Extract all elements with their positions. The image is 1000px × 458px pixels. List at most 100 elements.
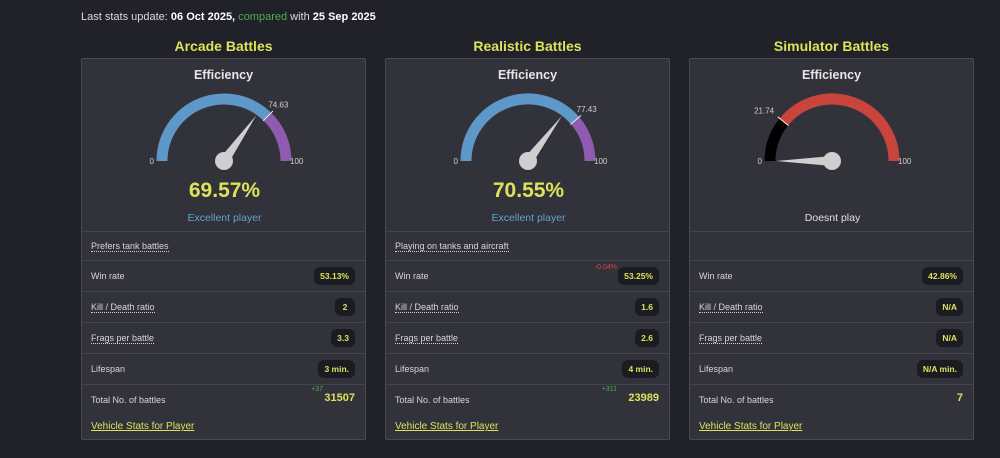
stats-card: Efficiency 0 100 21.74 Doesnt play Win r… bbox=[689, 58, 974, 440]
vehicle-stats-link[interactable]: Vehicle Stats for Player bbox=[91, 421, 195, 432]
gauge-threshold-label: 21.74 bbox=[754, 107, 775, 116]
threshold-tick bbox=[262, 110, 274, 122]
compared-text: compared bbox=[238, 11, 288, 23]
stats-rows: Prefers tank battles Win rate 53.13% Kil… bbox=[82, 231, 365, 415]
lifespan-badge: 4 min. bbox=[622, 360, 659, 378]
total-battles-label: Total No. of battles bbox=[91, 395, 166, 405]
kd-row: Kill / Death ratio 1.6 bbox=[386, 291, 669, 322]
kd-label[interactable]: Kill / Death ratio bbox=[699, 302, 763, 313]
win-rate-badge: 42.86% bbox=[922, 267, 963, 285]
win-rate-delta: -0.04% bbox=[594, 264, 617, 271]
gauge-needle bbox=[776, 156, 832, 166]
gauge-arc-main bbox=[779, 93, 900, 162]
frags-row: Frags per battle 2.6 bbox=[386, 322, 669, 353]
win-rate-row: Win rate 42.86% bbox=[690, 260, 973, 291]
efficiency-description: Excellent player bbox=[187, 212, 262, 224]
prefers-row: Playing on tanks and aircraft bbox=[386, 231, 669, 260]
kd-badge: N/A bbox=[936, 298, 963, 316]
gauge-arc-threshold bbox=[570, 117, 596, 162]
lifespan-label: Lifespan bbox=[699, 364, 734, 374]
gauge-hub bbox=[823, 152, 841, 170]
realistic-panel: Realistic Battles Efficiency 0 100 77.43… bbox=[385, 36, 670, 440]
win-rate-label: Win rate bbox=[395, 271, 429, 281]
lifespan-badge: 3 min. bbox=[318, 360, 355, 378]
last-update-line: Last stats update: 06 Oct 2025, compared… bbox=[81, 11, 376, 23]
total-battles-label: Total No. of battles bbox=[395, 395, 470, 405]
gauge-arc-main bbox=[156, 93, 272, 162]
mode-title: Realistic Battles bbox=[473, 38, 582, 54]
arcade-panel: Arcade Battles Efficiency 0 100 74.63 69… bbox=[81, 36, 366, 440]
efficiency-description: Excellent player bbox=[491, 212, 566, 224]
prefers-label[interactable]: Prefers tank battles bbox=[91, 241, 169, 252]
frags-badge: 3.3 bbox=[331, 329, 355, 347]
gauge-min-label: 0 bbox=[454, 157, 459, 166]
vehicle-stats-link[interactable]: Vehicle Stats for Player bbox=[395, 421, 499, 432]
gauge-needle bbox=[524, 116, 562, 164]
stats-rows: Win rate 42.86% Kill / Death ratio N/A F… bbox=[690, 231, 973, 415]
mode-title: Simulator Battles bbox=[773, 38, 890, 54]
gauge-needle bbox=[219, 115, 257, 164]
update-prefix: Last stats update: bbox=[81, 11, 168, 23]
frags-label[interactable]: Frags per battle bbox=[395, 333, 459, 344]
gauge-max-label: 100 bbox=[290, 157, 304, 166]
frags-label[interactable]: Frags per battle bbox=[699, 333, 763, 344]
gauge-arc-threshold bbox=[764, 118, 789, 162]
frags-badge: N/A bbox=[936, 329, 963, 347]
total-battles-row: Total No. of battles 7 bbox=[690, 384, 973, 415]
gauge-hub bbox=[215, 152, 233, 170]
total-battles-delta: +37 bbox=[311, 386, 323, 393]
prefers-label[interactable]: Playing on tanks and aircraft bbox=[395, 241, 509, 252]
gauge-arc-main bbox=[460, 93, 580, 162]
lifespan-row: Lifespan 3 min. bbox=[82, 353, 365, 384]
efficiency-value: 69.57% bbox=[188, 179, 261, 202]
threshold-tick bbox=[570, 115, 582, 125]
stats-card: Efficiency 0 100 74.63 69.57% Excellent … bbox=[81, 58, 366, 440]
lifespan-badge: N/A min. bbox=[916, 360, 963, 378]
efficiency-value: 70.55% bbox=[492, 179, 565, 202]
kd-badge: 1.6 bbox=[635, 298, 659, 316]
win-rate-label: Win rate bbox=[91, 271, 125, 281]
gauge-threshold-label: 77.43 bbox=[577, 105, 598, 114]
mode-title: Arcade Battles bbox=[174, 38, 273, 54]
gauge-arc-threshold bbox=[263, 112, 292, 162]
gauge-min-label: 0 bbox=[758, 157, 763, 166]
efficiency-gauge: 0 100 77.43 bbox=[386, 85, 671, 205]
frags-label[interactable]: Frags per battle bbox=[91, 333, 155, 344]
win-rate-badge: 53.13% bbox=[314, 267, 355, 285]
efficiency-title: Efficiency bbox=[497, 68, 558, 82]
efficiency-title: Efficiency bbox=[193, 68, 254, 82]
win-rate-row: Win rate -0.04% 53.25% bbox=[386, 260, 669, 291]
efficiency-gauge: 0 100 21.74 bbox=[690, 85, 975, 205]
total-battles-row: Total No. of battles +311 23989 bbox=[386, 384, 669, 415]
total-battles-label: Total No. of battles bbox=[699, 395, 774, 405]
kd-label[interactable]: Kill / Death ratio bbox=[395, 302, 459, 313]
lifespan-row: Lifespan 4 min. bbox=[386, 353, 669, 384]
vehicle-stats-link[interactable]: Vehicle Stats for Player bbox=[699, 421, 803, 432]
win-rate-label: Win rate bbox=[699, 271, 733, 281]
frags-row: Frags per battle 3.3 bbox=[82, 322, 365, 353]
compare-date: 25 Sep 2025 bbox=[312, 11, 376, 23]
threshold-tick bbox=[777, 116, 789, 127]
kd-row: Kill / Death ratio N/A bbox=[690, 291, 973, 322]
prefers-row: Prefers tank battles bbox=[82, 231, 365, 260]
kd-badge: 2 bbox=[335, 298, 355, 316]
gauge-max-label: 100 bbox=[594, 157, 608, 166]
total-battles-value: 23989 bbox=[628, 392, 659, 404]
simulator-panel: Simulator Battles Efficiency 0 100 21.74… bbox=[689, 36, 974, 440]
total-battles-row: Total No. of battles +37 31507 bbox=[82, 384, 365, 415]
gauge-threshold-label: 74.63 bbox=[268, 100, 289, 109]
gauge-min-label: 0 bbox=[150, 157, 155, 166]
update-date: 06 Oct 2025, bbox=[170, 11, 236, 23]
frags-row: Frags per battle N/A bbox=[690, 322, 973, 353]
efficiency-gauge: 0 100 74.63 bbox=[82, 85, 367, 205]
frags-badge: 2.6 bbox=[635, 329, 659, 347]
with-text: with bbox=[290, 11, 310, 23]
total-battles-delta: +311 bbox=[601, 386, 617, 393]
efficiency-title: Efficiency bbox=[801, 68, 862, 82]
lifespan-label: Lifespan bbox=[395, 364, 430, 374]
win-rate-row: Win rate 53.13% bbox=[82, 260, 365, 291]
kd-row: Kill / Death ratio 2 bbox=[82, 291, 365, 322]
total-battles-value: 31507 bbox=[324, 392, 355, 404]
kd-label[interactable]: Kill / Death ratio bbox=[91, 302, 155, 313]
lifespan-row: Lifespan N/A min. bbox=[690, 353, 973, 384]
